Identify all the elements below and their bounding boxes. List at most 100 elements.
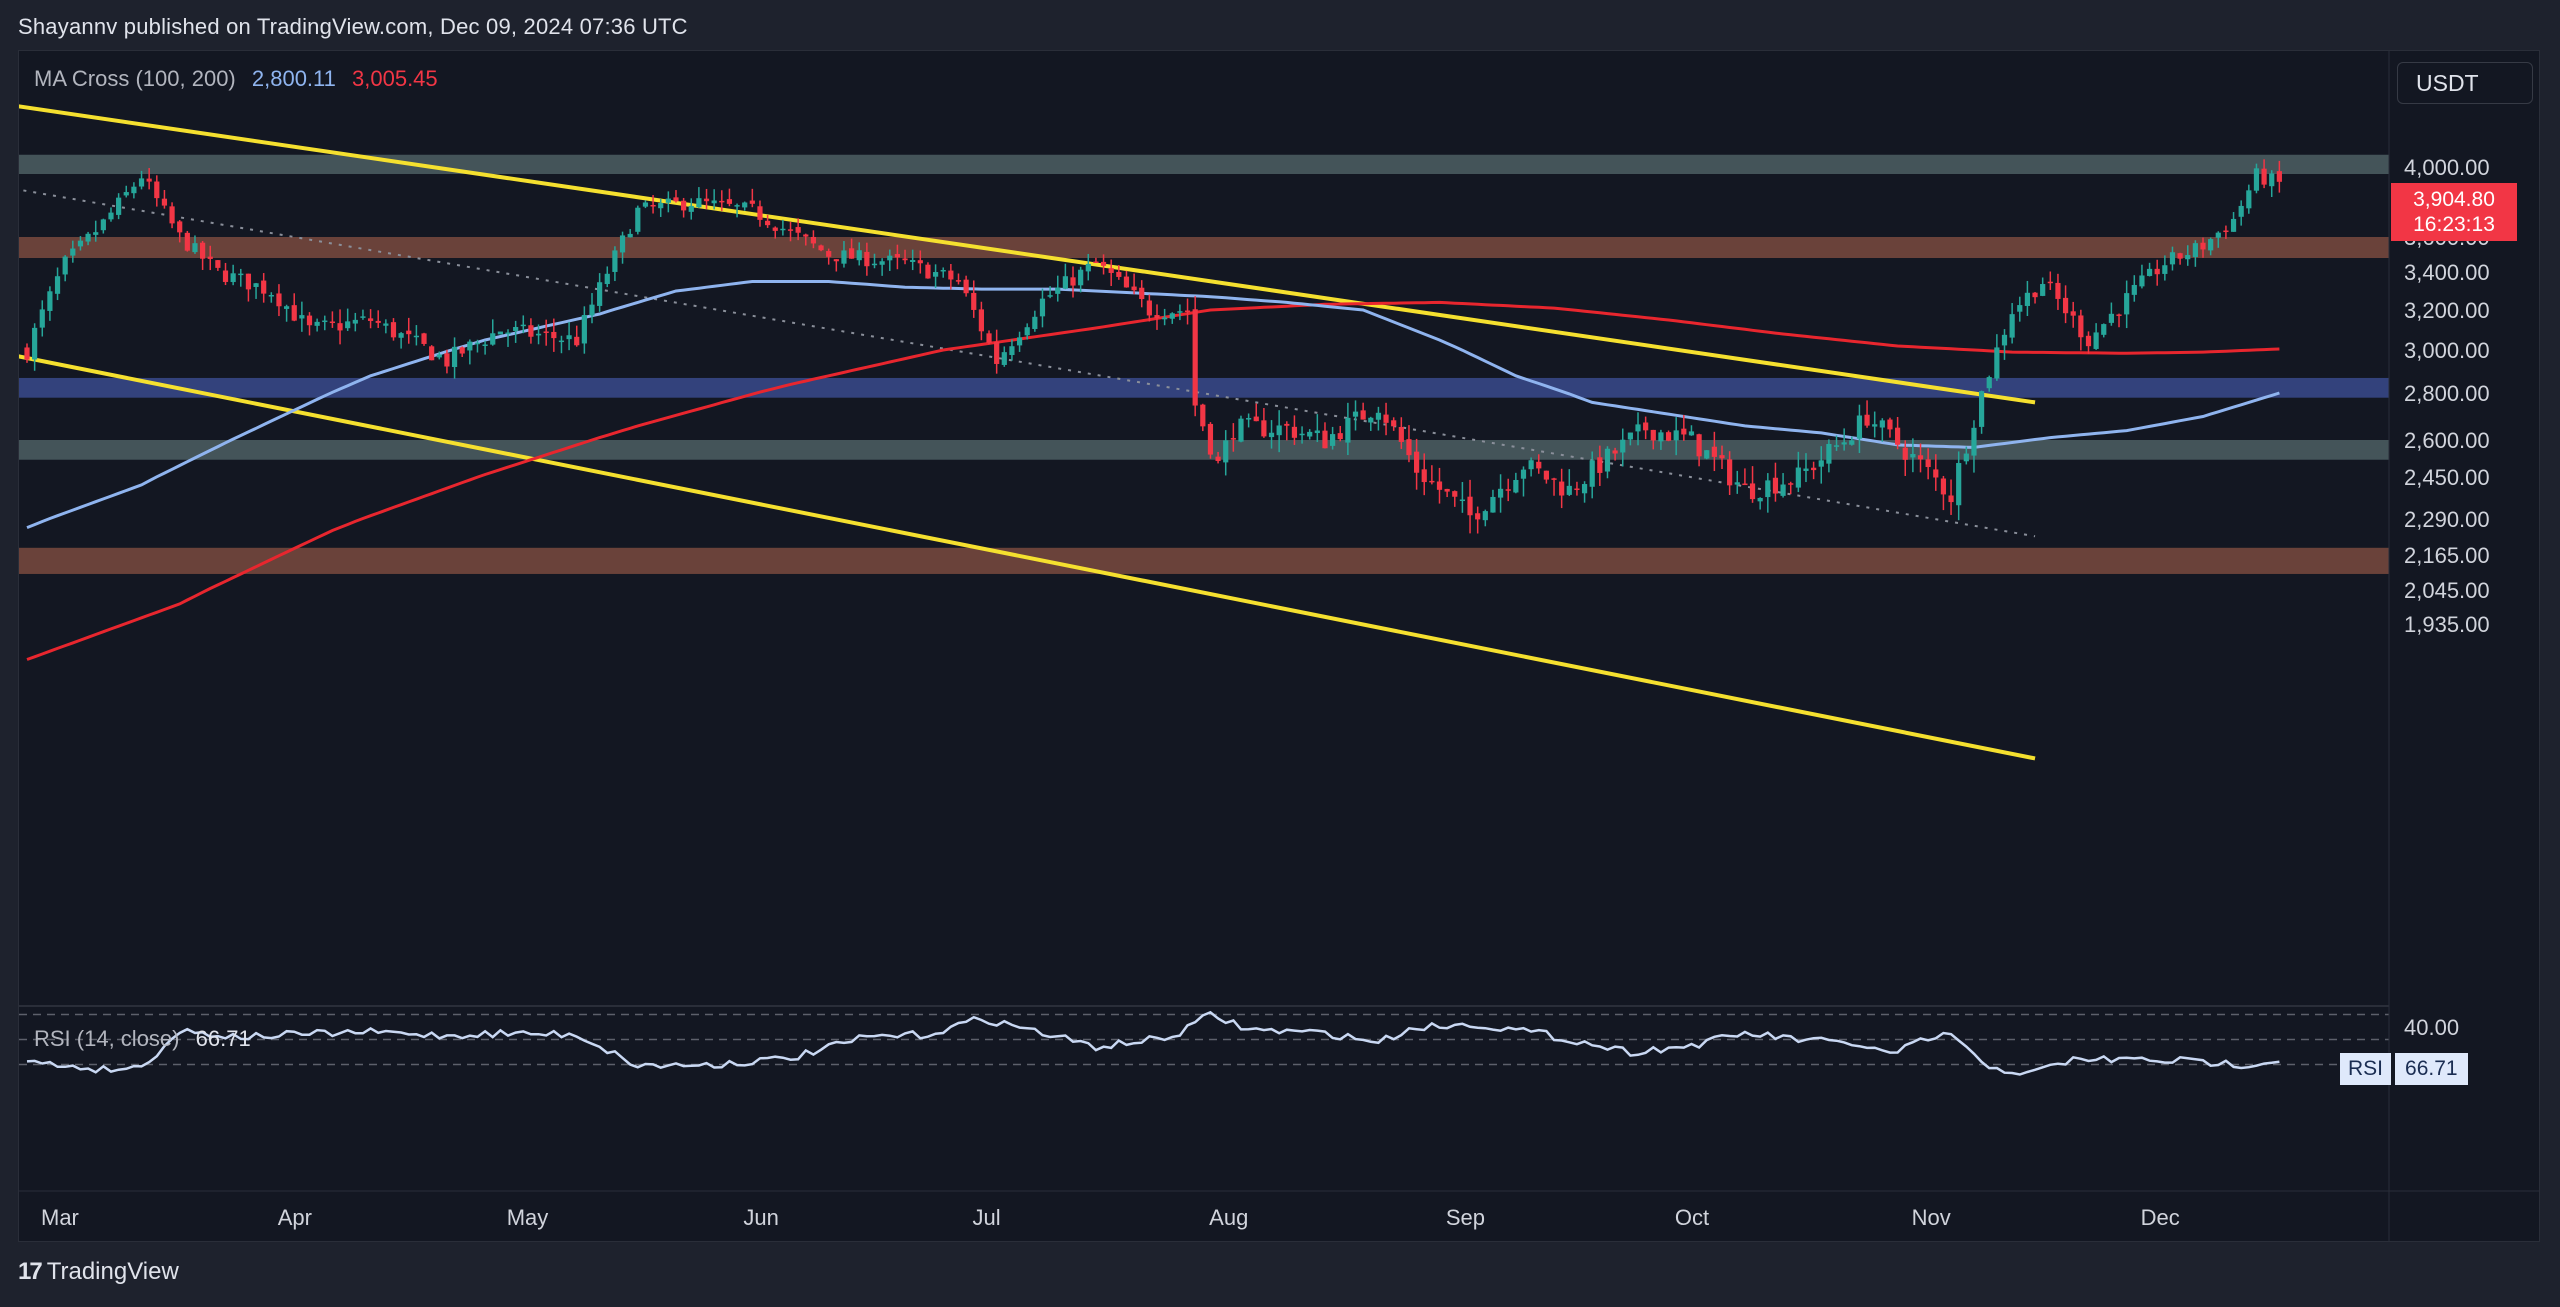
candle-body: [673, 197, 679, 202]
ma-cross-legend[interactable]: MA Cross (100, 200) 2,800.11 3,005.45: [34, 66, 438, 92]
candle-body: [1978, 391, 1985, 427]
candle-body: [1520, 469, 1527, 479]
candle-body: [1421, 469, 1427, 483]
candle-body: [1444, 488, 1450, 492]
time-axis-label: Sep: [1446, 1205, 1485, 1230]
rsi-line: [26, 1010, 2280, 1076]
candle-body: [940, 269, 946, 272]
candle-body: [978, 309, 984, 332]
candle-body: [215, 260, 221, 268]
candle-body: [2154, 268, 2160, 275]
candle-body: [1704, 450, 1710, 459]
candle-body: [108, 212, 114, 220]
candle-body: [2169, 252, 2176, 265]
candle-body: [413, 335, 419, 338]
candle-body: [1940, 478, 1947, 495]
candle-body: [1078, 269, 1084, 286]
candle-body: [2200, 242, 2206, 250]
trendline-dotted-midline: [19, 188, 2036, 538]
candle-body: [1948, 495, 1954, 503]
candle-body: [1131, 286, 1137, 291]
candle-body: [589, 304, 595, 316]
candle-body: [848, 248, 855, 259]
time-axis-label: Nov: [1912, 1205, 1951, 1230]
time-axis-label: Aug: [1209, 1205, 1248, 1230]
candle-body: [390, 322, 397, 338]
candle-body: [703, 198, 710, 202]
candle-body: [1795, 467, 1801, 488]
price-axis-label: 4,000.00: [2404, 155, 2490, 180]
rsi-tag-value: 66.71: [2395, 1053, 2468, 1085]
chart-frame[interactable]: 4,000.003,600.003,400.003,200.003,000.00…: [18, 50, 2540, 1242]
candle-body: [245, 273, 252, 290]
candle-body: [230, 273, 236, 283]
candle-body: [1665, 432, 1672, 441]
candle-body: [77, 240, 84, 247]
currency-button[interactable]: USDT: [2397, 62, 2533, 104]
candle-body: [1330, 434, 1336, 446]
candle-body: [1360, 410, 1366, 420]
candle-body: [261, 280, 267, 294]
rsi-legend[interactable]: RSI (14, close) 66.71: [34, 1026, 251, 1052]
candle-body: [1627, 432, 1633, 440]
candle-body: [1108, 268, 1114, 273]
price-chart[interactable]: 4,000.003,600.003,400.003,200.003,000.00…: [19, 51, 2539, 1241]
candle-body: [47, 291, 53, 311]
candle-body: [826, 251, 832, 257]
candle-body: [1116, 271, 1122, 277]
candle-body: [765, 220, 771, 226]
candle-body: [520, 324, 526, 327]
candle-body: [2116, 314, 2122, 316]
candle-body: [1803, 468, 1809, 471]
trendlines: [19, 104, 2036, 761]
candle-body: [1238, 418, 1244, 442]
candle-body: [833, 259, 839, 262]
candle-body: [2177, 253, 2183, 259]
candle-body: [2024, 292, 2031, 306]
candle-body: [200, 242, 206, 259]
candle-body: [1009, 346, 1015, 356]
candle-body: [329, 321, 336, 324]
candle-body: [154, 181, 160, 199]
candle-body: [1047, 295, 1053, 297]
candle-body: [2001, 334, 2008, 346]
candle-body: [1024, 327, 1030, 336]
ma100-value: 2,800.11: [251, 66, 336, 91]
candle-body: [2101, 324, 2107, 335]
candle-body: [62, 256, 68, 275]
candle-body: [749, 200, 755, 204]
candle-body: [894, 254, 901, 258]
candle-body: [2269, 173, 2275, 187]
candle-body: [910, 260, 916, 263]
candle-body: [421, 333, 427, 344]
candle-body: [864, 251, 870, 267]
candle-body: [1711, 446, 1717, 457]
candle-body: [1001, 352, 1007, 365]
candle-body: [2253, 168, 2260, 191]
candle-body: [1772, 477, 1779, 494]
candle-body: [93, 232, 99, 235]
last-price-value: 3,904.80: [2413, 188, 2495, 211]
candle-body: [383, 323, 389, 326]
candle-body: [2223, 230, 2229, 233]
zone-support-2100: [19, 547, 2389, 574]
candle-body: [1100, 261, 1107, 266]
candle-body: [1749, 483, 1756, 500]
candle-body: [490, 333, 496, 345]
candle-body: [986, 333, 992, 343]
candle-body: [253, 283, 259, 287]
candle-body: [1261, 420, 1267, 437]
tradingview-footer[interactable]: 17 TradingView: [18, 1258, 179, 1286]
candle-body: [2062, 297, 2069, 314]
candle-body: [1895, 427, 1901, 445]
candle-body: [803, 234, 809, 237]
candle-body: [1826, 443, 1832, 464]
candle-body: [1681, 428, 1687, 435]
candle-body: [314, 321, 320, 326]
candle-body: [238, 273, 244, 276]
candle-body: [1688, 431, 1695, 436]
candle-body: [795, 227, 801, 233]
rsi-tag: RSI 66.71: [2340, 1053, 2468, 1085]
candle-body: [619, 235, 626, 253]
candle-body: [574, 336, 580, 346]
